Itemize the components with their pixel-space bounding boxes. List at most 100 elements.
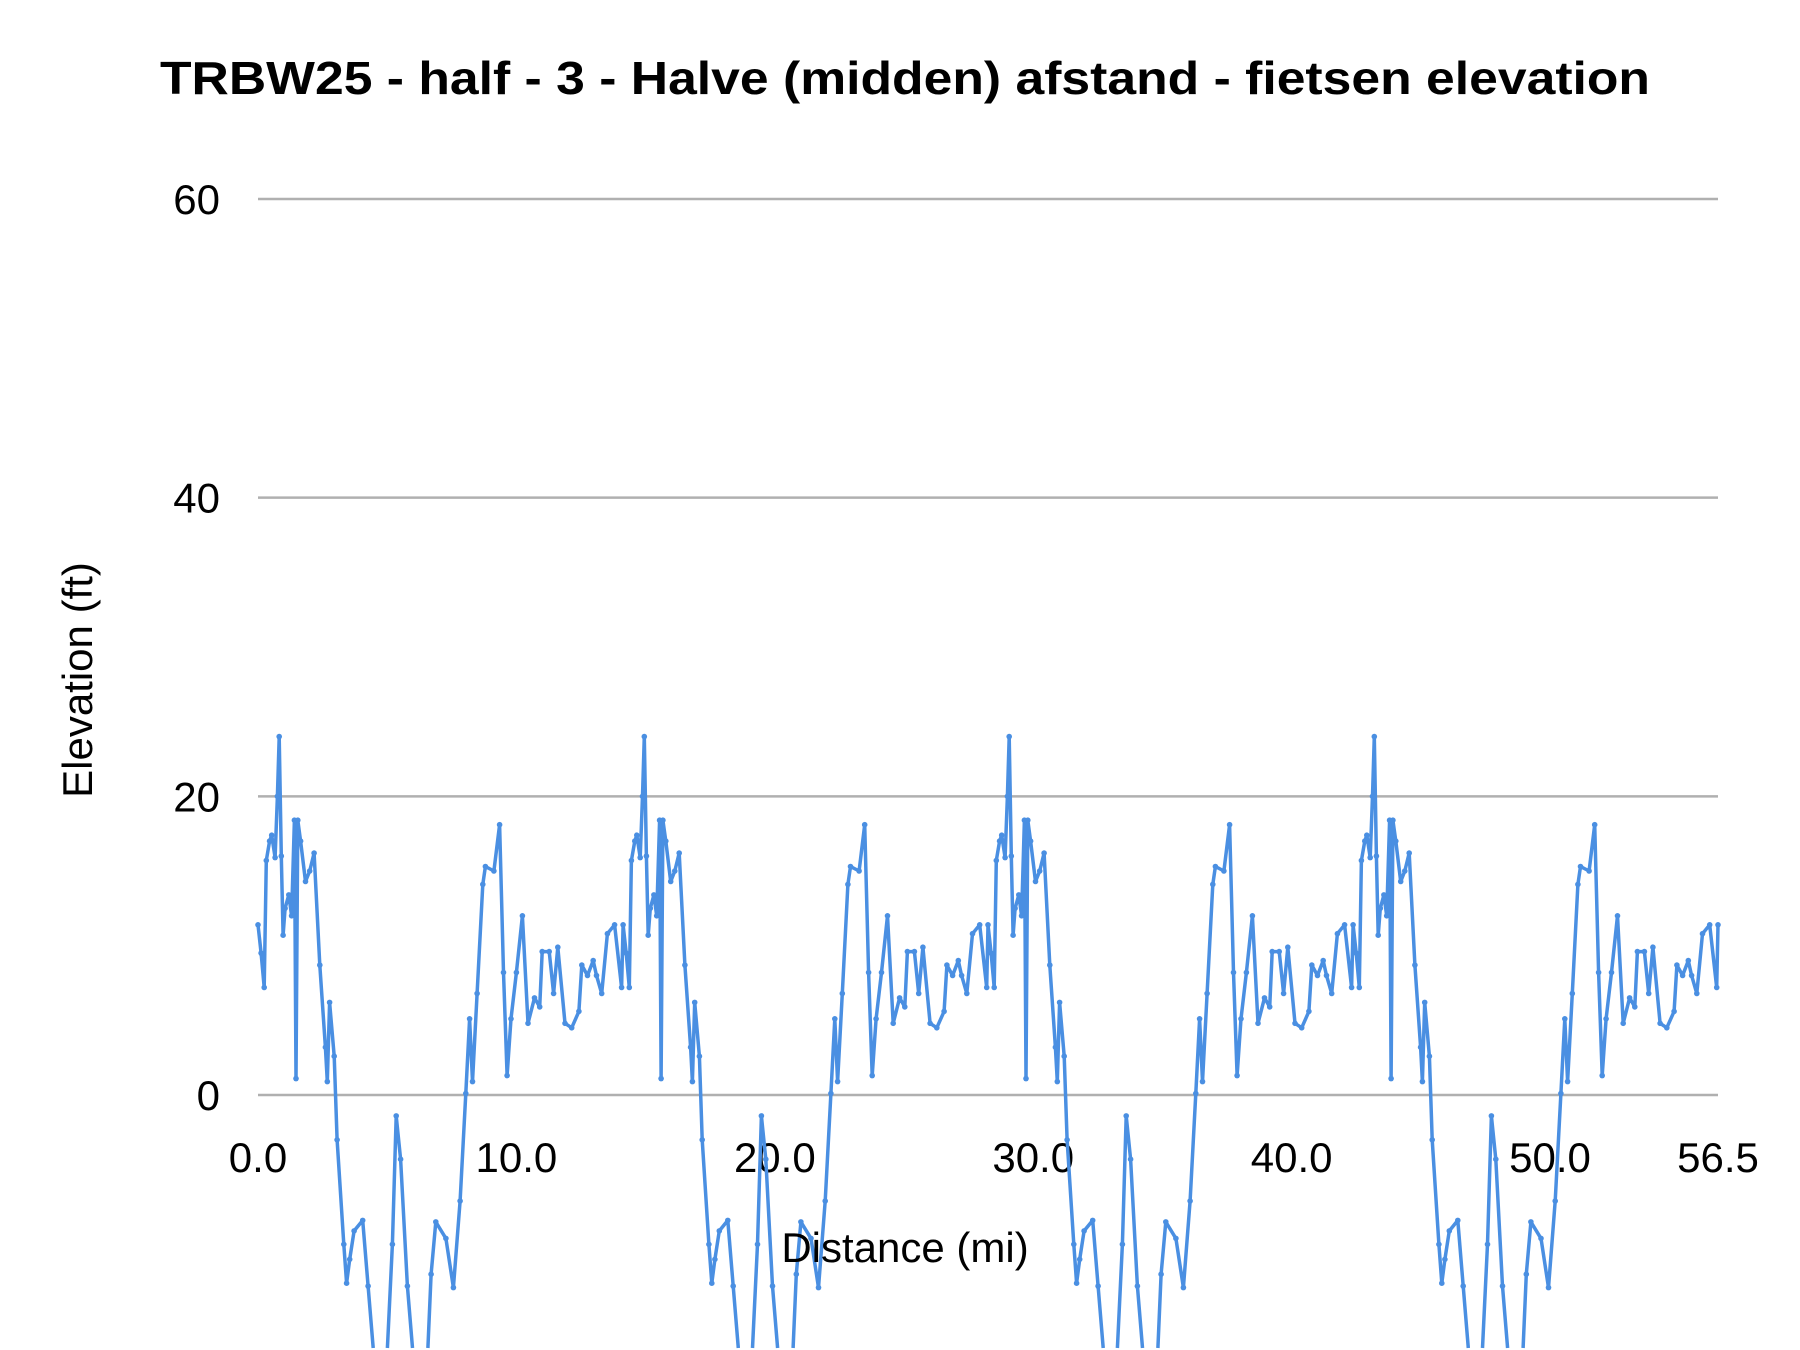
data-point	[1393, 838, 1399, 844]
data-point	[639, 793, 646, 800]
data-point	[1641, 948, 1648, 955]
data-point	[463, 1090, 469, 1097]
x-tick-label: 56.5	[1677, 1134, 1759, 1181]
data-point	[626, 984, 633, 991]
data-point	[474, 990, 480, 997]
data-point	[500, 969, 507, 976]
data-point	[1421, 999, 1428, 1006]
data-point	[651, 892, 657, 898]
data-point	[1173, 1235, 1179, 1242]
data-point	[663, 838, 669, 844]
data-point	[519, 913, 526, 919]
data-point	[1306, 1008, 1312, 1015]
data-point	[1134, 1283, 1141, 1289]
data-point	[255, 922, 261, 928]
data-point	[1064, 1137, 1070, 1143]
data-point	[856, 868, 862, 874]
data-point	[568, 1025, 575, 1031]
data-point	[1163, 1219, 1169, 1225]
data-point	[949, 972, 956, 979]
data-point	[1436, 1241, 1442, 1248]
data-point	[1397, 878, 1404, 885]
data-point	[1204, 990, 1210, 997]
data-point	[955, 957, 962, 964]
data-point	[1036, 868, 1043, 874]
data-point	[1371, 733, 1378, 740]
data-point	[562, 1020, 568, 1027]
data-point	[1362, 838, 1368, 844]
data-point	[1269, 948, 1275, 955]
data-point	[598, 990, 605, 997]
data-point	[404, 1283, 411, 1289]
data-point	[1061, 1053, 1067, 1059]
data-point	[1199, 1078, 1206, 1085]
gridlines	[258, 197, 1718, 1097]
data-point	[1523, 1271, 1530, 1277]
data-point	[326, 999, 333, 1006]
data-point	[758, 1113, 765, 1119]
x-tick-label: 20.0	[734, 1134, 816, 1181]
data-point	[769, 1283, 776, 1289]
data-point	[1010, 932, 1016, 938]
data-point	[1334, 930, 1341, 937]
data-point	[993, 857, 1000, 864]
data-point	[297, 838, 304, 844]
data-point	[536, 1004, 543, 1010]
data-point	[1158, 1271, 1164, 1277]
data-point	[579, 962, 585, 968]
data-point	[276, 733, 283, 740]
data-point	[890, 1020, 896, 1027]
data-point	[1025, 817, 1031, 823]
data-point	[1047, 962, 1053, 968]
data-point	[834, 1078, 841, 1085]
data-point	[261, 984, 268, 991]
data-point	[1390, 817, 1396, 823]
data-point	[815, 1284, 822, 1291]
data-point	[983, 984, 990, 991]
data-point	[1341, 922, 1348, 928]
data-point	[976, 922, 983, 928]
y-axis-ticks: 0 20 40 60	[173, 176, 220, 1119]
data-point	[1266, 1004, 1273, 1010]
data-point	[466, 1016, 473, 1022]
data-point	[1674, 962, 1680, 968]
data-point	[1591, 821, 1598, 828]
data-point	[546, 948, 552, 955]
data-point	[1608, 969, 1615, 976]
data-point	[263, 857, 270, 864]
data-point	[1577, 863, 1584, 870]
data-point	[915, 990, 922, 997]
data-point	[1688, 972, 1695, 979]
data-point	[865, 969, 872, 976]
data-point	[1012, 905, 1018, 912]
data-point	[808, 1235, 814, 1242]
data-point	[1664, 1025, 1670, 1031]
data-point	[660, 817, 666, 823]
data-point	[645, 932, 651, 938]
data-point	[1488, 1113, 1495, 1119]
data-point	[667, 878, 674, 885]
data-point	[1071, 1241, 1077, 1248]
data-point	[1196, 1016, 1203, 1022]
data-point	[998, 832, 1005, 838]
data-point	[1369, 793, 1376, 800]
data-point	[941, 1008, 947, 1015]
data-point	[1187, 1198, 1193, 1204]
data-point	[295, 817, 301, 823]
data-point	[539, 948, 545, 955]
data-point	[798, 1219, 804, 1225]
data-point	[311, 850, 317, 856]
data-point	[1004, 793, 1011, 800]
data-point	[991, 984, 997, 991]
data-point	[266, 838, 273, 844]
data-point	[278, 853, 285, 859]
data-point	[482, 863, 489, 870]
data-point	[590, 957, 596, 964]
data-point	[258, 950, 264, 956]
data-point	[351, 1228, 357, 1234]
data-point	[934, 1025, 940, 1031]
data-point	[869, 1072, 875, 1079]
data-point	[450, 1284, 457, 1291]
data-point	[691, 999, 698, 1006]
data-point	[1320, 957, 1326, 964]
